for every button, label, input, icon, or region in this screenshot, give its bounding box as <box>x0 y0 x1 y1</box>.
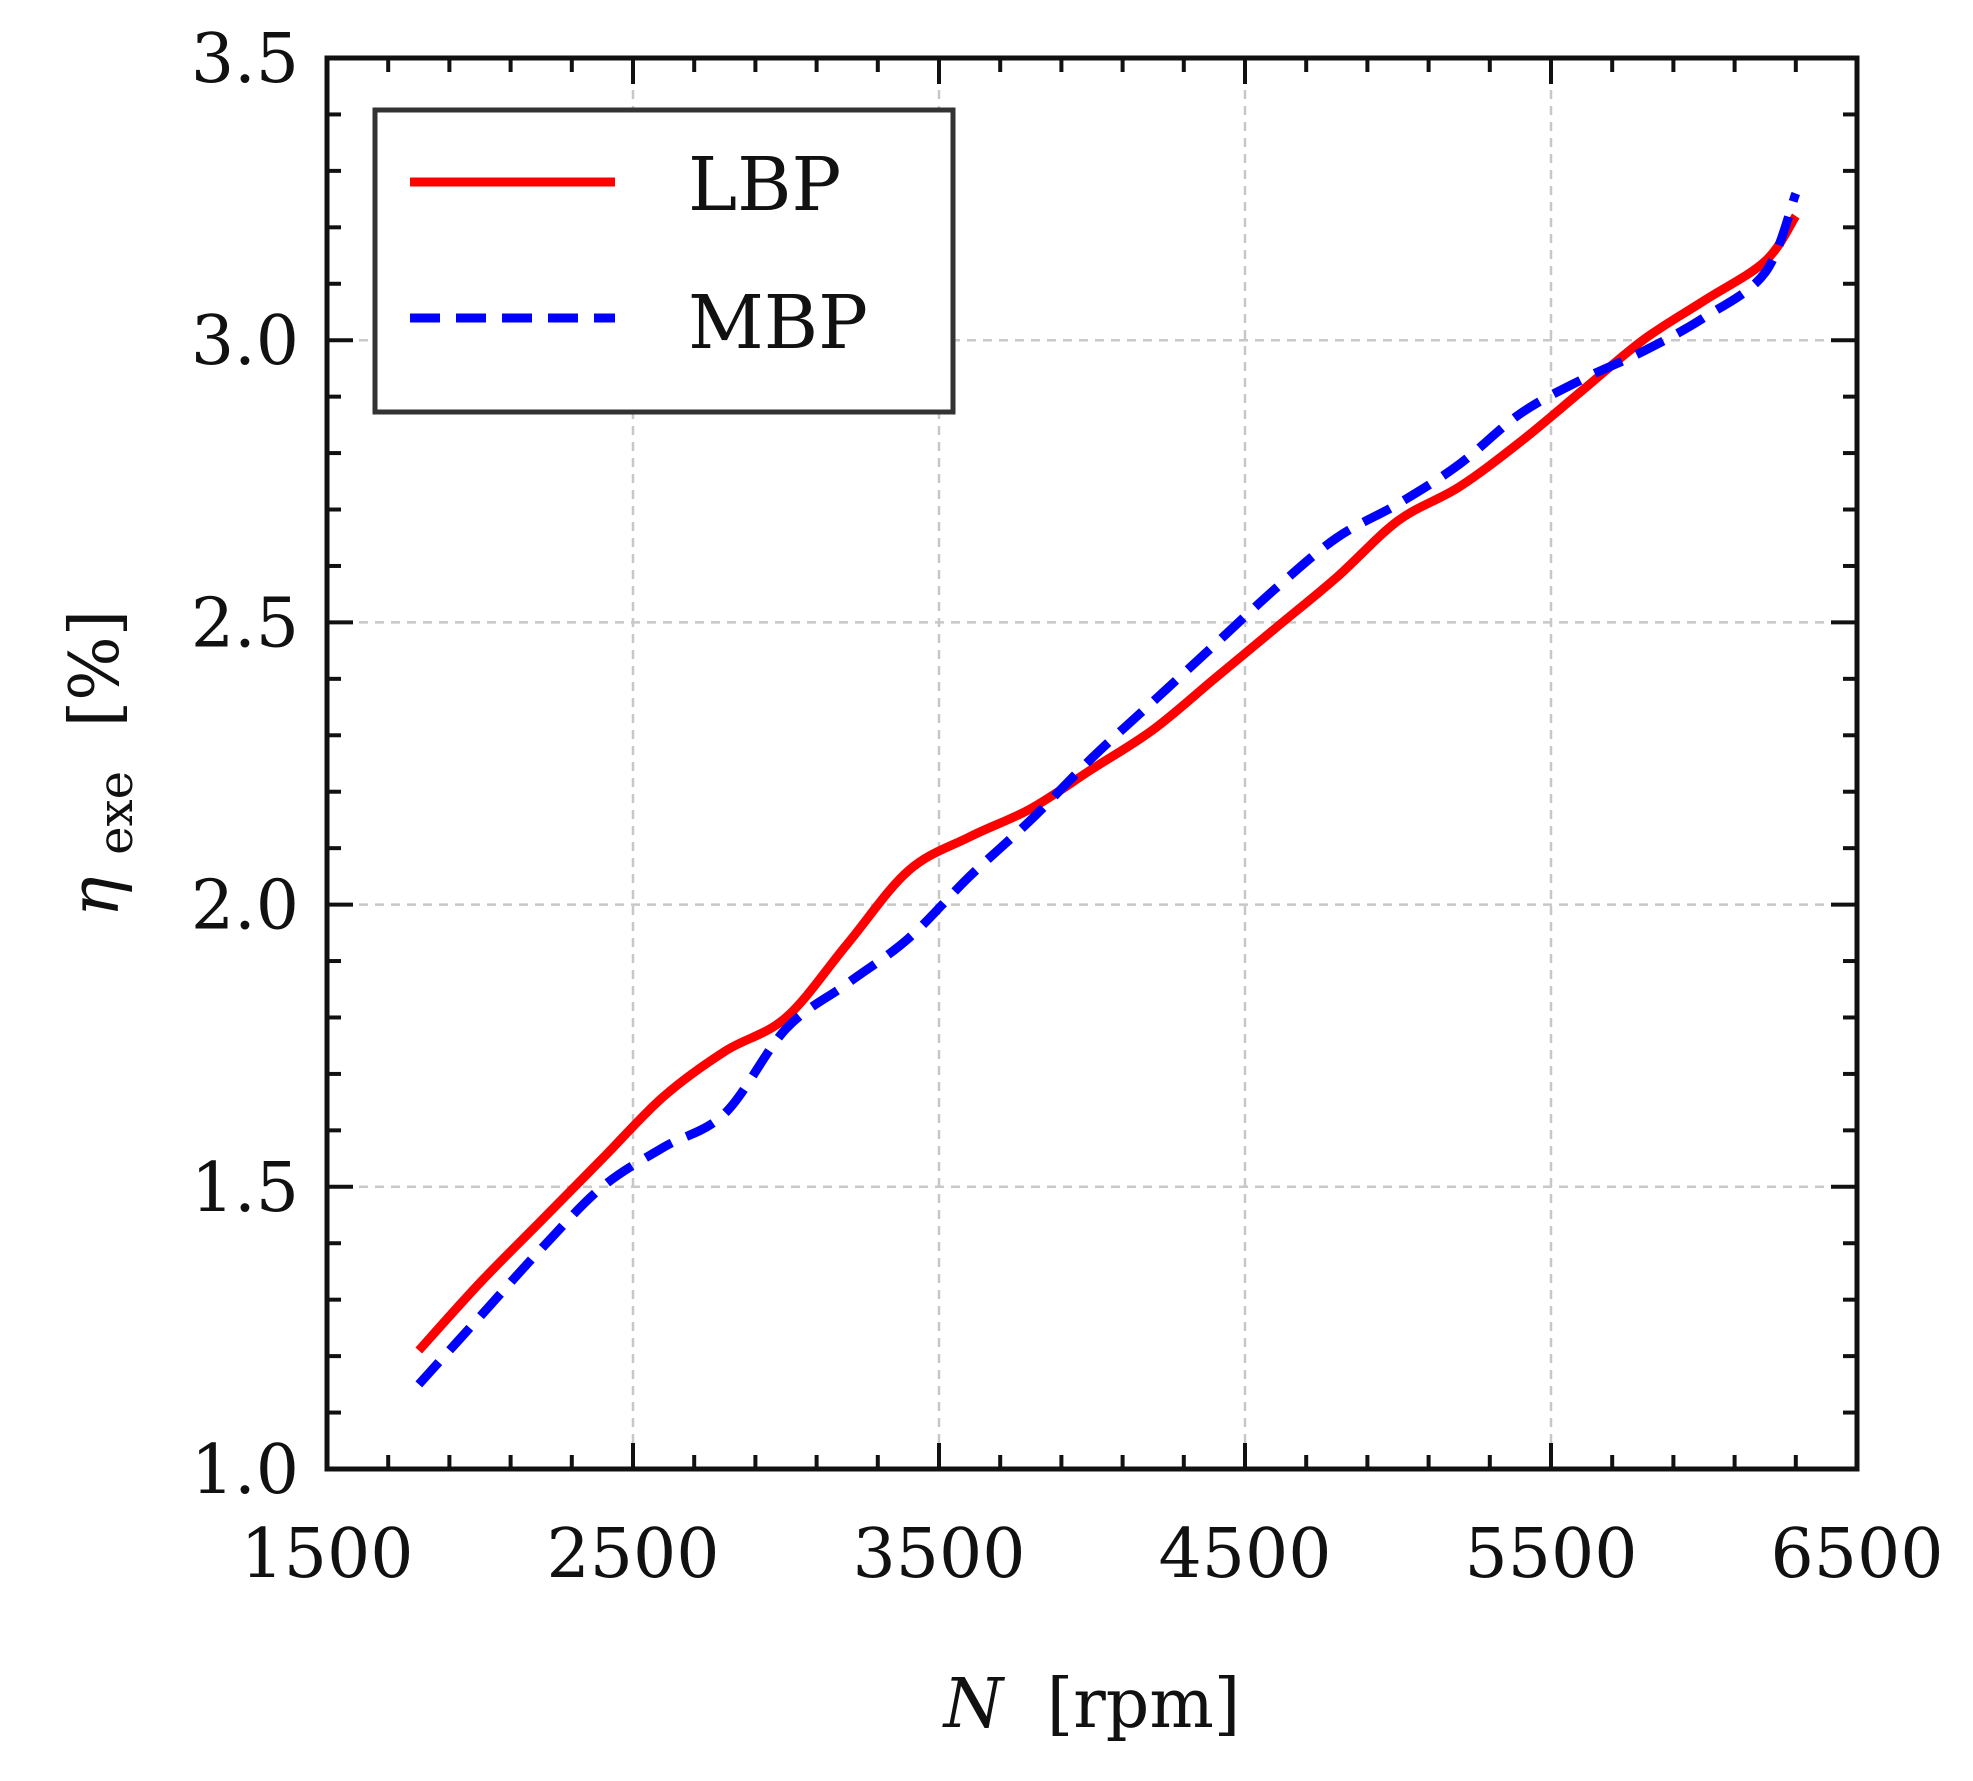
legend-box <box>372 107 956 415</box>
y-tick-label: 1.0 <box>191 1431 299 1510</box>
plot-series <box>415 191 1801 1388</box>
y-tick-label: 3.5 <box>191 20 299 99</box>
y-tick-label: 2.0 <box>191 867 299 946</box>
x-tick-label: 5500 <box>1464 1515 1637 1594</box>
legend-label-mbp: MBP <box>688 280 868 366</box>
y-axis-subscript: exe <box>88 771 144 855</box>
x-axis-title: N [rpm] <box>942 1665 1241 1744</box>
x-axis-unit: [rpm] <box>1047 1665 1241 1744</box>
x-tick-label: 1500 <box>240 1515 413 1594</box>
x-axis-symbol: N <box>942 1665 1006 1744</box>
x-tick-label: 2500 <box>546 1515 719 1594</box>
legend-label-lbp: LBP <box>688 142 841 228</box>
y-tick-label: 2.5 <box>191 584 299 663</box>
y-axis-title: η exe [%] <box>56 610 149 918</box>
y-axis-symbol: η <box>56 876 135 917</box>
x-tick-label: 4500 <box>1158 1515 1331 1594</box>
y-tick-label: 3.0 <box>191 302 299 381</box>
x-tick-label: 3500 <box>852 1515 1025 1594</box>
y-axis-unit: [%] <box>56 610 135 728</box>
axis-ticks <box>325 56 1859 1471</box>
tick-labels: 1500 2500 3500 4500 5500 6500 1.0 1.5 2.0 2.5 3.0 3… <box>191 20 1944 1594</box>
series-line-mbp <box>415 191 1801 1388</box>
plot-frame <box>324 55 1860 1472</box>
legend: LBP MBP <box>372 107 956 415</box>
series-line-lbp <box>415 213 1800 1354</box>
y-tick-label: 1.5 <box>191 1149 299 1228</box>
grid <box>327 58 1857 1469</box>
x-tick-label: 6500 <box>1770 1515 1943 1594</box>
